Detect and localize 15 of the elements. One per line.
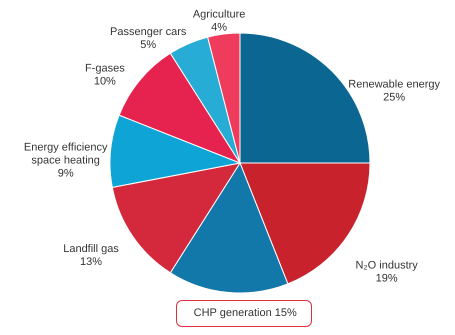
slice-label: Renewable energy (348, 78, 441, 90)
slice-label: Passenger cars (110, 26, 187, 38)
data-label: 5% (140, 38, 156, 51)
data-label: 9% (58, 168, 74, 180)
slice-label: N₂O industry (355, 260, 418, 272)
slice-label: Agriculture (192, 8, 246, 20)
slice-label: Energy efficiency space heating (24, 142, 108, 167)
slice-label: CHP generation 15% (194, 306, 298, 319)
data-label: 13% (80, 256, 102, 268)
data-label: 10% (94, 75, 116, 88)
data-label: 25% (383, 91, 406, 104)
data-label: 19% (376, 272, 398, 285)
slice-label: Landfill gas (63, 243, 120, 255)
data-label: 4% (211, 21, 228, 34)
slice-label: F-gases (84, 62, 126, 74)
